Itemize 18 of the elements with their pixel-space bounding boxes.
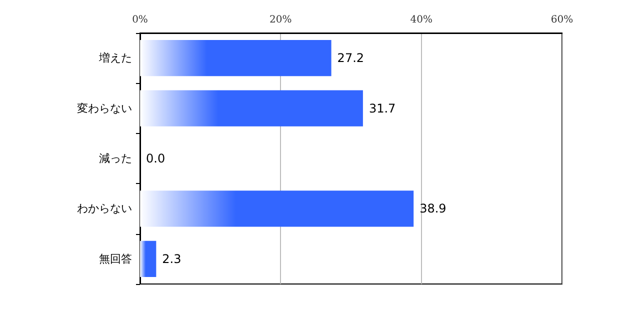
y-tick-label: 変わらない <box>77 102 132 115</box>
x-tick-label: 40% <box>410 14 432 26</box>
x-tick-label: 20% <box>270 14 292 26</box>
bar <box>140 190 414 227</box>
data-label: 27.2 <box>337 51 364 66</box>
data-label: 0.0 <box>146 152 166 166</box>
y-tick-label: わからない <box>77 202 132 216</box>
bar <box>140 40 332 76</box>
data-label: 38.9 <box>420 202 446 216</box>
x-tick-label: 60% <box>550 14 574 26</box>
data-label: 31.7 <box>368 101 396 116</box>
bar <box>140 90 363 126</box>
data-label: 2.3 <box>162 252 182 266</box>
y-tick-label: 減った <box>99 152 132 165</box>
y-tick-label: 無回答 <box>99 252 132 266</box>
bar <box>140 240 156 277</box>
x-tick-label: 0% <box>132 14 148 26</box>
y-tick-label: 増えた <box>98 52 132 65</box>
